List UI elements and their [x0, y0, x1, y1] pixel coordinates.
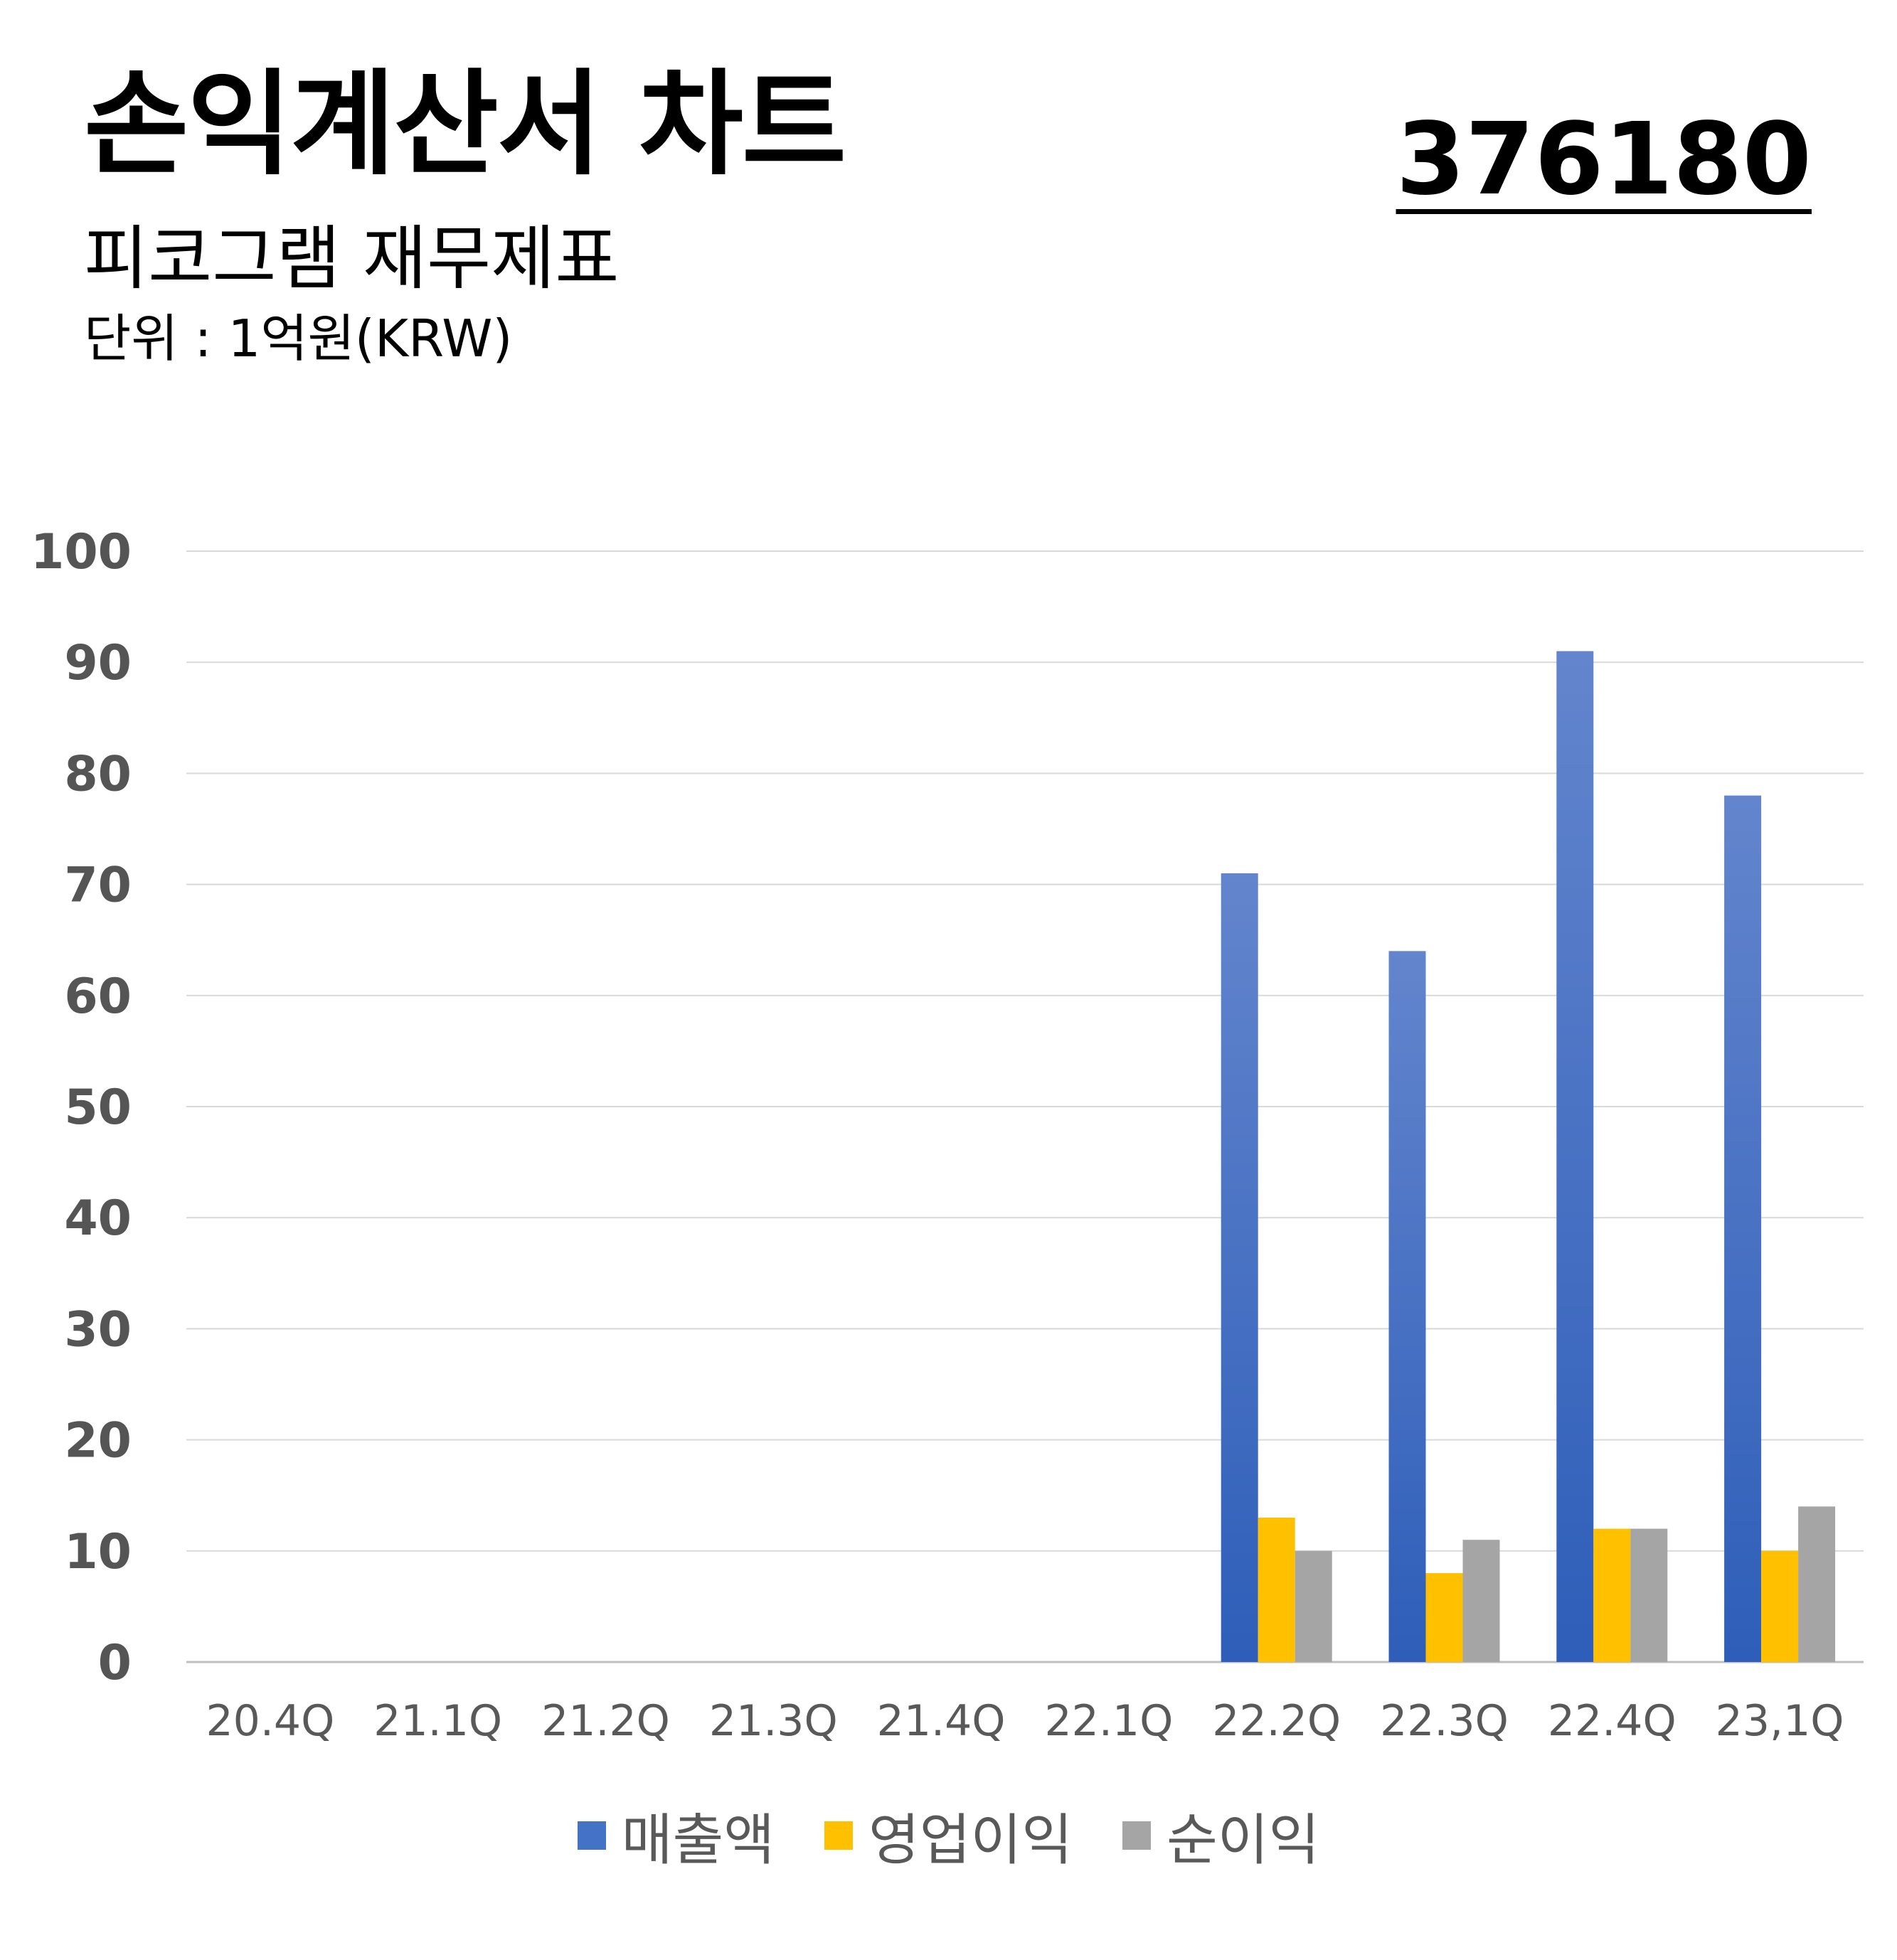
legend-item: 순이익: [1122, 1796, 1319, 1875]
y-tick-label: 0: [98, 1635, 132, 1691]
y-tick-label: 40: [64, 1191, 132, 1247]
y-tick-label: 80: [64, 746, 132, 802]
legend-swatch: [1122, 1821, 1152, 1850]
bar-순이익-22.2Q: [1295, 1550, 1332, 1662]
y-tick-label: 90: [64, 635, 132, 691]
legend-label: 영업이익: [868, 1809, 1073, 1873]
bar-영업이익-22.3Q: [1425, 1573, 1463, 1662]
bars: [1221, 651, 1836, 1662]
x-tick-label: 20.4Q: [206, 1696, 334, 1746]
bar-순이익-22.3Q: [1462, 1540, 1500, 1662]
x-tick-label: 22.1Q: [1044, 1696, 1173, 1746]
bar-매출액-22.2Q: [1221, 873, 1258, 1662]
x-tick-label: 21.3Q: [709, 1696, 838, 1746]
x-tick-label: 21.1Q: [373, 1696, 502, 1746]
bar-매출액-22.4Q: [1556, 651, 1594, 1662]
legend-swatch: [577, 1821, 606, 1850]
legend-item: 영업이익: [824, 1796, 1073, 1875]
x-tick-label: 22.3Q: [1380, 1696, 1509, 1746]
y-tick-label: 30: [64, 1301, 132, 1358]
bar-영업이익-23,1Q: [1761, 1550, 1799, 1662]
y-tick-label: 20: [64, 1413, 132, 1469]
bar-영업이익-22.2Q: [1258, 1517, 1295, 1662]
gridlines: [186, 550, 1864, 1663]
x-tick-label: 23,1Q: [1716, 1696, 1844, 1746]
y-tick-label: 10: [64, 1524, 132, 1580]
chart-title: 손익계산서 차트: [84, 58, 846, 191]
legend-swatch: [824, 1821, 853, 1850]
legend-label: 순이익: [1167, 1809, 1320, 1873]
y-tick-label: 100: [31, 524, 132, 580]
bar-순이익-22.4Q: [1630, 1528, 1668, 1662]
legend-item: 매출액: [577, 1796, 775, 1875]
bar-매출액-22.3Q: [1388, 951, 1426, 1662]
legend: 매출액 영업이익 순이익: [0, 1796, 1897, 1875]
x-tick-label: 21.4Q: [877, 1696, 1006, 1746]
bar-매출액-23,1Q: [1724, 795, 1762, 1662]
bar-chart: 0 10 20 30 40 50 60 70 80 90 100 20.4Q 21.1Q 21.2Q 21…: [31, 524, 1864, 1746]
chart-subtitle: 피코그램 재무제표: [84, 218, 620, 299]
legend-label: 매출액: [621, 1809, 775, 1873]
stock-code: 376180: [1396, 102, 1812, 218]
y-tick-label: 50: [64, 1080, 132, 1136]
bar-순이익-23,1Q: [1798, 1506, 1836, 1662]
y-tick-label: 70: [64, 858, 132, 914]
y-tick-label: 60: [64, 969, 132, 1025]
bar-영업이익-22.4Q: [1593, 1528, 1631, 1662]
x-axis: 20.4Q 21.1Q 21.2Q 21.3Q 21.4Q 22.1Q 22.2Q 22.3Q…: [206, 1696, 1844, 1746]
unit-label: 단위 : 1억원(KRW): [84, 309, 513, 368]
x-tick-label: 22.4Q: [1548, 1696, 1677, 1746]
x-tick-label: 22.2Q: [1212, 1696, 1341, 1746]
y-axis: 0 10 20 30 40 50 60 70 80 90 100: [31, 524, 132, 1691]
x-tick-label: 21.2Q: [541, 1696, 670, 1746]
